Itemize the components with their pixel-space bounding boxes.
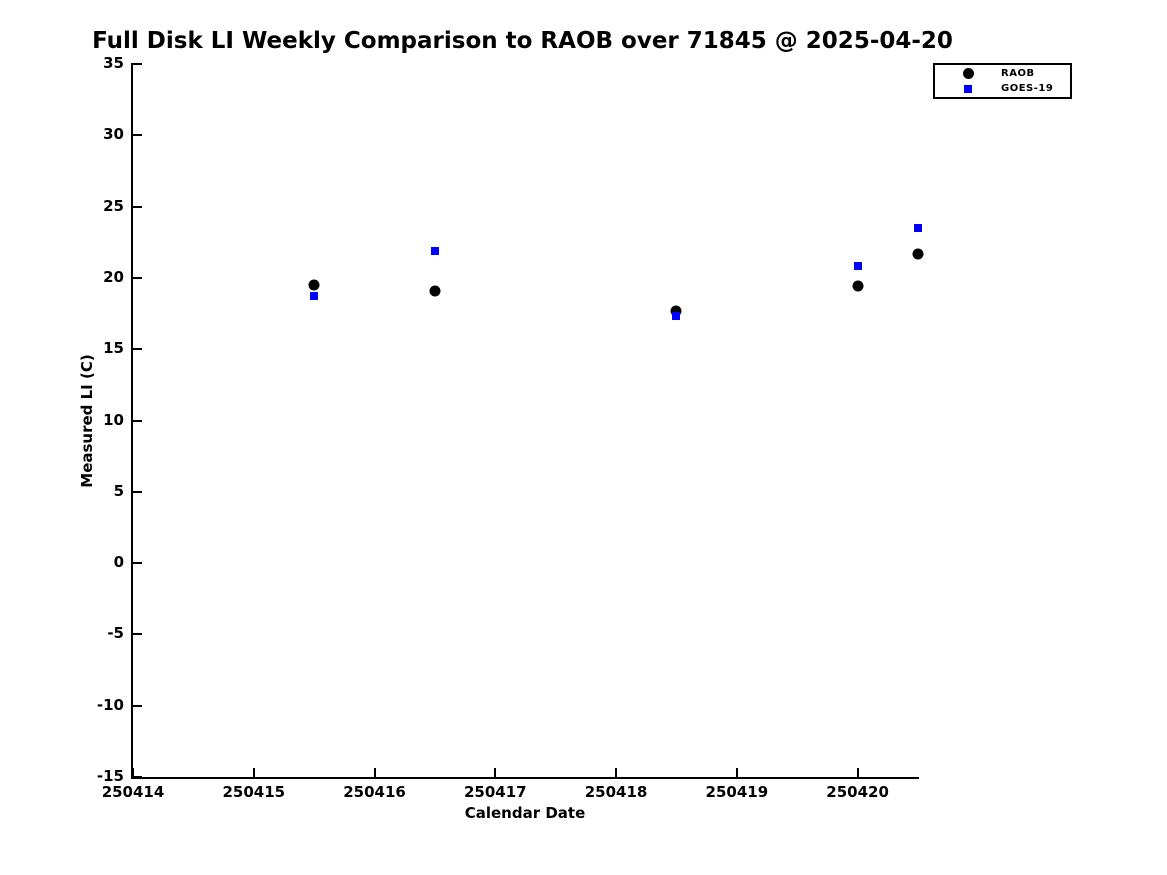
x-tick-label: 250420: [826, 783, 889, 801]
legend-label-goes-19: GOES-19: [1001, 83, 1054, 95]
y-tick-label: 15: [103, 339, 124, 358]
y-axis-tick: [133, 419, 142, 422]
legend-row-raob: RAOB: [935, 66, 1070, 81]
data-point-goes-19: [672, 312, 681, 321]
x-axis-tick: [856, 768, 859, 777]
data-point-raob: [308, 279, 320, 291]
chart-title: Full Disk LI Weekly Comparison to RAOB o…: [92, 28, 953, 54]
y-axis-tick: [133, 348, 142, 351]
y-tick-label: 25: [103, 196, 124, 215]
y-axis-tick: [133, 205, 142, 208]
y-axis-tick: [133, 776, 142, 778]
legend: RAOB GOES-19: [933, 63, 1072, 99]
x-tick-label: 250416: [343, 783, 406, 801]
plot-area: [132, 63, 924, 778]
x-tick-label: 250414: [101, 783, 165, 801]
x-axis-tick: [735, 768, 738, 777]
y-axis-tick: [133, 490, 142, 493]
y-tick-label: 30: [103, 125, 124, 144]
legend-marker-cell: [935, 84, 1001, 93]
x-tick-label: 250417: [463, 783, 527, 801]
data-point-goes-19: [310, 292, 319, 301]
y-axis-tick: [133, 633, 142, 636]
y-tick-label: -10: [96, 695, 124, 714]
data-point-goes-19: [914, 223, 922, 232]
y-axis-tick: [133, 562, 142, 565]
y-tick-label: 10: [103, 410, 124, 429]
x-tick-label: 250419: [705, 783, 769, 801]
legend-row-goes-19: GOES-19: [935, 81, 1070, 96]
x-tick-label: 250415: [222, 783, 286, 801]
y-axis-tick: [133, 276, 142, 279]
x-axis-tick: [252, 768, 255, 777]
x-axis-tick: [373, 768, 376, 777]
data-point-goes-19: [430, 246, 439, 255]
y-tick-label: 0: [113, 553, 124, 572]
x-axis-tick: [615, 768, 618, 777]
data-point-raob: [912, 248, 924, 260]
y-axis-tick: [133, 704, 142, 707]
y-tick-label: 35: [103, 54, 124, 72]
y-tick-label: 5: [113, 481, 124, 500]
y-tick-label: -15: [96, 767, 124, 785]
x-axis-tick: [494, 768, 497, 777]
goes-19-square-icon: [964, 84, 972, 93]
y-tick-label: -5: [107, 624, 124, 643]
y-axis-tick: [133, 63, 142, 65]
y-axis-line: [131, 63, 133, 779]
data-point-raob: [670, 305, 682, 317]
legend-label-raob: RAOB: [1001, 67, 1035, 79]
legend-marker-cell: [935, 67, 1001, 79]
y-tick-label: 20: [103, 267, 124, 286]
raob-circle-icon: [962, 67, 974, 79]
data-point-goes-19: [853, 262, 862, 271]
x-axis-label: Calendar Date: [464, 804, 586, 822]
x-axis-tick: [132, 768, 134, 777]
data-point-raob: [429, 285, 441, 297]
x-axis-line: [131, 777, 919, 779]
y-axis-tick: [133, 134, 142, 137]
data-point-raob: [852, 280, 864, 292]
x-tick-label: 250418: [584, 783, 648, 801]
